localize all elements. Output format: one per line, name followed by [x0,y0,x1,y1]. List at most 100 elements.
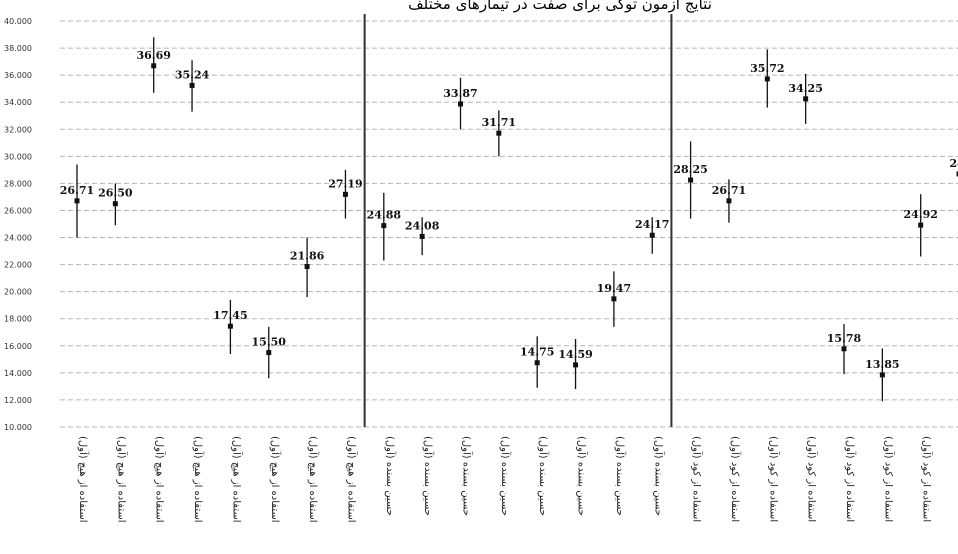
x-category-label: ﺍﺳﺘﻔﺎﺩﻩ ﺍﺯ ﻫﯿﭻ (ﺁﻭﻝ) [269,436,282,523]
y-tick-label: 16.000 [4,342,32,351]
mean-marker [458,101,463,107]
x-category-label: ﺍﺳﺘﻔﺎﺩﻩ ﺍﺯ ﻫﯿﭻ (ﺁﻭﻝ) [230,436,243,523]
mean-marker [803,96,809,102]
data-label: 28. [949,157,958,170]
x-category-label: ﺍﺳﺘﻔﺎﺩﻩ ﺍﺯ ﮐﻮﺩ (ﺁﻭﻝ) [844,436,857,522]
mean-marker [573,362,579,368]
x-category-label: ﺣﺴﯿﻦ ﺑﺴﻨﺪﻩ (ﺁﻭﻝ) [461,436,474,516]
data-label: 15.50 [252,336,287,349]
y-tick-label: 28.000 [4,179,32,188]
data-label: 36.69 [136,49,170,62]
data-label: 33.87 [443,87,477,100]
y-tick-label: 20.000 [4,288,32,297]
data-label: 15.78 [827,332,862,345]
data-label: 24.08 [405,219,440,232]
mean-marker [419,233,425,239]
x-category-label: ﺍﺳﺘﻔﺎﺩﻩ ﺍﺯ ﮐﻮﺩ (ﺁﻭﻝ) [882,436,895,522]
mean-marker [841,346,847,352]
mean-marker [496,130,502,136]
error-bar-point: 19.47 [597,271,631,327]
data-label: 28.25 [673,163,707,176]
y-tick-label: 24.000 [4,234,32,243]
data-label: 13.85 [865,358,899,371]
data-label: 26.50 [98,187,133,200]
data-label: 26.71 [712,184,746,197]
data-label: 14.75 [520,346,554,359]
mean-marker [649,232,655,238]
x-category-label: ﺣﺴﯿﻦ ﺑﺴﻨﺪﻩ (ﺁﻭﻝ) [614,436,627,516]
mean-marker [304,263,310,269]
x-category-label: ﺍﺳﺘﻔﺎﺩﻩ ﺍﺯ ﻫﯿﭻ (ﺁﻭﻝ) [307,436,320,523]
y-tick-label: 22.000 [4,261,32,270]
mean-marker [918,222,924,228]
y-tick-label: 12.000 [4,396,32,405]
data-label: 14.59 [558,348,592,361]
y-tick-label: 26.000 [4,206,32,215]
data-label: 24.17 [635,218,669,231]
mean-marker [112,201,118,207]
gridlines [60,20,958,428]
mean-marker [956,171,958,177]
error-bar-point: 36.69 [136,37,171,93]
mean-marker [189,82,195,88]
y-tick-label: 38.000 [4,44,32,53]
y-tick-label: 36.000 [4,71,32,80]
group-separators [363,14,673,427]
mean-marker [688,177,694,183]
error-bar-point: 14.59 [558,339,593,390]
error-bar-point: 28.25 [673,141,708,219]
error-bar-point: 17.45 [213,299,248,354]
y-tick-label: 30.000 [4,152,32,161]
mean-marker [151,63,157,69]
data-label: 31.71 [482,116,516,129]
error-bar-point: 13.85 [865,348,900,402]
mean-marker [764,76,770,82]
y-axis-ticks: 10.000 12.000 14.000 16.000 18.000 20.000 22.0… [4,17,32,432]
data-label: 17.45 [213,309,247,322]
mean-marker [342,191,348,197]
x-category-label: ﺍﺳﺘﻔﺎﺩﻩ ﺍﺯ ﮐﻮﺩ (ﺁﻭﻝ) [806,436,819,522]
error-bar-point: 31.71 [482,110,516,157]
y-tick-label: 40.000 [4,17,32,26]
x-axis-labels: ﺍﺳﺘﻔﺎﺩﻩ ﺍﺯ ﻫﯿﭻ (ﺁﻭﻝ) ﺍﺳﺘﻔﺎﺩﻩ ﺍﺯ ﻫﯿﭻ (ﺁﻭﻝ)… [77,436,934,523]
x-category-label: ﺍﺳﺘﻔﺎﺩﻩ ﺍﺯ ﻫﯿﭻ (ﺁﻭﻝ) [154,436,167,523]
mean-marker [611,296,617,302]
x-category-label: ﺍﺳﺘﻔﺎﺩﻩ ﺍﺯ ﻫﯿﭻ (ﺁﻭﻝ) [192,436,205,523]
mean-marker [74,198,80,204]
mean-marker [726,198,732,204]
error-bar-point: 26.71 [712,179,746,223]
error-bar-point: 15.50 [252,326,287,379]
error-bar-point: 21.86 [290,237,325,298]
error-bar-point: 27.19 [328,169,363,219]
mean-marker [879,372,885,378]
data-label: 26.71 [60,184,94,197]
x-category-label: ﺣﺴﯿﻦ ﺑﺴﻨﺪﻩ (ﺁﻭﻝ) [537,436,550,516]
error-bar-point: 26.50 [98,183,133,226]
x-category-label: ﺍﺳﺘﻔﺎﺩﻩ ﺍﺯ ﮐﻮﺩ (ﺁﻭﻝ) [729,436,742,522]
y-tick-label: 10.000 [4,423,32,432]
x-category-label: ﺣﺴﯿﻦ ﺑﺴﻨﺪﻩ (ﺁﻭﻝ) [499,436,512,516]
chart-title-partial: ﻧﺘﺎﯾﺞ ﺁﺯﻣﻮﻥ ﺗﻮﮐﯽ ﺑﺮﺍﯼ ﺻﻔﺖ ﺩﺭ ﺗﯿﻤﺎﺭﻫﺎﯼ ﻣﺨ… [408,0,712,13]
y-tick-label: 32.000 [4,125,32,134]
data-label: 35.24 [175,68,210,81]
data-label: 24.88 [367,209,402,222]
error-bar-point: 35.72 [750,49,785,108]
error-bar-point: 26.71 [60,164,94,238]
data-label: 24.92 [903,208,937,221]
error-bar-point: 15.78 [827,324,862,375]
error-bar-point: 24.08 [405,217,440,256]
x-category-label: ﺍﺳﺘﻔﺎﺩﻩ ﺍﺯ ﮐﻮﺩ (ﺁﻭﻝ) [691,436,704,522]
x-category-label: ﺣﺴﯿﻦ ﺑﺴﻨﺪﻩ (ﺁﻭﻝ) [422,436,435,516]
data-label: 21.86 [290,249,325,262]
error-bar-point: 28. [949,157,958,177]
error-bar-point: 34.25 [788,73,823,124]
data-label: 27.19 [328,177,362,190]
y-tick-label: 18.000 [4,315,32,324]
mean-marker [381,223,387,229]
x-category-label: ﺣﺴﯿﻦ ﺑﺴﻨﺪﻩ (ﺁﻭﻝ) [576,436,589,516]
data-label: 34.25 [788,82,822,95]
mean-marker [534,360,540,366]
data-label: 19.47 [597,282,631,295]
x-category-label: ﺣﺴﯿﻦ ﺑﺴﻨﺪﻩ (ﺁﻭﻝ) [652,436,665,516]
